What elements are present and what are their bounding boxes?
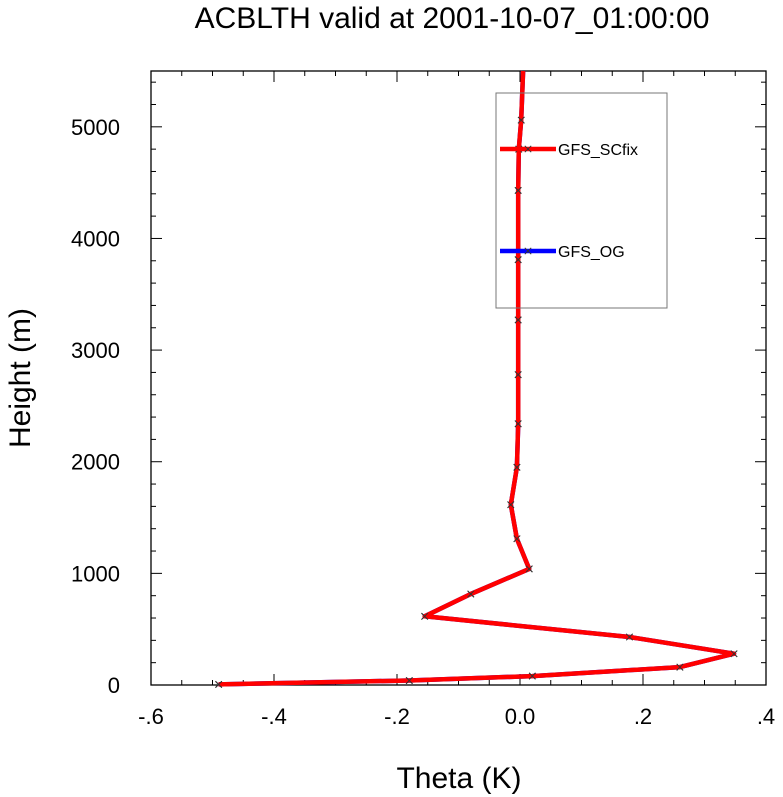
data-point: [730, 650, 738, 658]
legend-label: GFS_SCfix: [558, 142, 638, 159]
data-point: [514, 256, 522, 264]
plot-border: [150, 70, 767, 686]
marker-stroke: [514, 316, 522, 324]
data-point: [405, 676, 413, 685]
data-point: [513, 535, 521, 543]
data-point: [215, 680, 223, 688]
marker-stroke: [676, 663, 684, 671]
marker-stroke: [517, 116, 525, 124]
marker-stroke: [514, 371, 522, 379]
data-point: [514, 420, 522, 428]
data-point: [625, 633, 634, 641]
data-point: [507, 501, 515, 509]
marker-stroke: [625, 633, 634, 641]
data-point: [421, 612, 429, 620]
plot-frame: [150, 70, 767, 686]
series-line-GFS_SCfix: [218, 70, 737, 687]
marker-stroke: [514, 420, 522, 428]
y-axis: 0 1000 2000 3000 4000 5000: [71, 81, 766, 698]
y-tick-label: 1000: [71, 561, 120, 586]
marker-stroke: [513, 535, 521, 543]
y-tick-label: 0: [108, 673, 120, 698]
y-tick-label: 2000: [71, 450, 120, 475]
legend-marker: [524, 145, 532, 153]
x-tick-label: 0.0: [505, 704, 536, 729]
y-tick-label: 4000: [71, 226, 120, 251]
legend-marker: [524, 247, 532, 255]
x-tick-label: -.6: [138, 704, 164, 729]
x-axis: -.6 -.4 -.2 0.0 .2 .4: [138, 71, 775, 729]
data-point: [525, 565, 533, 573]
data-point: [514, 316, 522, 324]
data-point: [467, 590, 475, 598]
y-axis-label: Height (m): [4, 308, 37, 448]
marker-stroke: [525, 565, 533, 573]
marker-stroke: [513, 463, 521, 471]
chart-title: ACBLTH valid at 2001-10-07_01:00:00: [195, 2, 710, 35]
data-point: [514, 186, 522, 195]
marker-stroke: [507, 501, 515, 509]
legend-label: GFS_OG: [558, 244, 625, 261]
x-tick-label: -.2: [384, 704, 410, 729]
x-tick-label: .4: [757, 704, 775, 729]
marker-stroke: [528, 672, 536, 680]
data-point: [514, 371, 522, 379]
marker-stroke: [215, 680, 223, 688]
data-point: [676, 663, 684, 671]
legend-box: [495, 92, 668, 309]
data-point: [517, 116, 525, 124]
x-tick-label: .2: [634, 704, 652, 729]
y-tick-label: 5000: [71, 115, 120, 140]
y-tick-label: 3000: [71, 338, 120, 363]
x-tick-label: -.4: [261, 704, 287, 729]
marker-stroke: [514, 256, 522, 264]
marker-stroke: [514, 186, 522, 195]
marker-stroke: [467, 590, 475, 598]
marker-stroke: [405, 676, 413, 685]
series-layer: [215, 70, 738, 688]
legend: GFS_SCfix GFS_OG: [495, 92, 668, 309]
x-axis-label: Theta (K): [396, 762, 521, 795]
data-point: [513, 463, 521, 471]
marker-stroke: [421, 612, 429, 620]
marker-stroke: [730, 650, 738, 658]
data-point: [528, 672, 536, 680]
